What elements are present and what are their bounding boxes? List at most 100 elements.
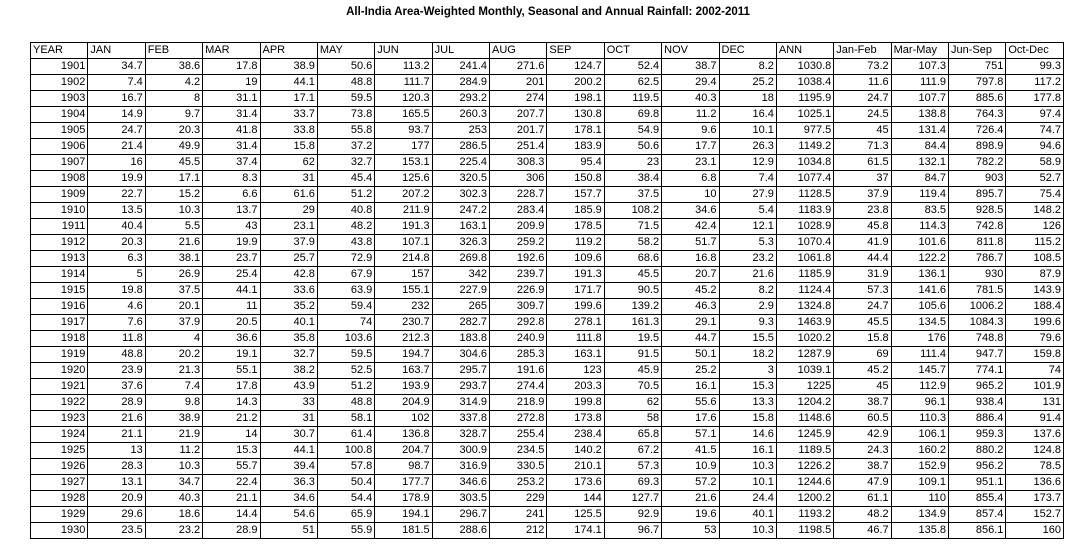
value-cell: 8.2 [718, 282, 777, 299]
value-cell: 930 [947, 266, 1007, 283]
value-cell: 253 [431, 122, 491, 139]
value-cell: 48.8 [316, 74, 376, 91]
value-cell: 10 [661, 186, 720, 203]
value-cell: 29.6 [87, 506, 146, 523]
value-cell: 342 [431, 266, 491, 283]
value-cell: 16.1 [718, 442, 777, 459]
value-cell: 314.9 [431, 394, 491, 411]
value-cell: 57.1 [661, 426, 720, 443]
value-cell: 45 [833, 122, 892, 139]
value-cell: 160 [1005, 522, 1064, 539]
value-cell: 185.9 [546, 202, 605, 219]
value-cell: 278.1 [546, 314, 605, 331]
value-cell: 9.8 [144, 394, 204, 411]
value-cell: 136.8 [374, 426, 433, 443]
value-cell: 22.7 [87, 186, 146, 203]
value-cell: 965.2 [947, 378, 1007, 395]
year-cell: 1911 [29, 218, 89, 235]
value-cell: 131.4 [890, 122, 950, 139]
value-cell: 110.3 [890, 410, 950, 427]
value-cell: 36.6 [202, 330, 261, 347]
value-cell: 165.5 [374, 106, 433, 123]
value-cell: 19.1 [202, 346, 261, 363]
value-cell: 16.7 [87, 90, 146, 107]
year-cell: 1923 [29, 410, 89, 427]
year-cell: 1904 [29, 106, 89, 123]
value-cell: 37.6 [87, 378, 146, 395]
value-cell: 107.1 [374, 234, 433, 251]
value-cell: 928.5 [947, 202, 1007, 219]
value-cell: 132.1 [890, 154, 950, 171]
value-cell: 1148.6 [775, 410, 835, 427]
value-cell: 34.7 [144, 474, 204, 491]
value-cell: 15.8 [259, 138, 318, 155]
value-cell: 97.4 [1005, 106, 1064, 123]
value-cell: 20.3 [87, 234, 146, 251]
value-cell: 55.8 [316, 122, 376, 139]
value-cell: 21.1 [87, 426, 146, 443]
year-cell: 1919 [29, 346, 89, 363]
value-cell: 4 [144, 330, 204, 347]
header-cell: DEC [718, 42, 777, 59]
value-cell: 238.4 [546, 426, 605, 443]
value-cell: 33 [259, 394, 318, 411]
value-cell: 29.4 [661, 74, 720, 91]
header-cell: Jun-Sep [947, 42, 1007, 59]
value-cell: 139.2 [603, 298, 663, 315]
value-cell: 101.9 [1005, 378, 1064, 395]
value-cell: 14.6 [718, 426, 777, 443]
value-cell: 40.4 [87, 218, 146, 235]
value-cell: 253.2 [488, 474, 548, 491]
value-cell: 39.4 [259, 458, 318, 475]
value-cell: 31.4 [202, 106, 261, 123]
value-cell: 35.2 [259, 298, 318, 315]
value-cell: 1204.2 [775, 394, 835, 411]
value-cell: 52.5 [316, 362, 376, 379]
value-cell: 21.6 [144, 234, 204, 251]
value-cell: 13.5 [87, 202, 146, 219]
value-cell: 155.1 [374, 282, 433, 299]
value-cell: 157 [374, 266, 433, 283]
value-cell: 9.6 [661, 122, 720, 139]
value-cell: 178.5 [546, 218, 605, 235]
value-cell: 742.8 [947, 218, 1007, 235]
value-cell: 52.7 [1005, 170, 1064, 187]
value-cell: 42.9 [833, 426, 892, 443]
value-cell: 36.3 [259, 474, 318, 491]
value-cell: 1006.2 [947, 298, 1007, 315]
value-cell: 140.2 [546, 442, 605, 459]
value-cell: 117.2 [1005, 74, 1064, 91]
value-cell: 83.5 [890, 202, 950, 219]
value-cell: 8.3 [202, 170, 261, 187]
value-cell: 1084.3 [947, 314, 1007, 331]
year-cell: 1928 [29, 490, 89, 507]
value-cell: 228.7 [488, 186, 548, 203]
value-cell: 26.3 [718, 138, 777, 155]
value-cell: 141.6 [890, 282, 950, 299]
value-cell: 92.9 [603, 506, 663, 523]
value-cell: 11.2 [144, 442, 204, 459]
value-cell: 54.9 [603, 122, 663, 139]
value-cell: 328.7 [431, 426, 491, 443]
value-cell: 181.5 [374, 522, 433, 539]
value-cell: 84.4 [890, 138, 950, 155]
value-cell: 207.7 [488, 106, 548, 123]
header-cell: SEP [546, 42, 605, 59]
value-cell: 1183.9 [775, 202, 835, 219]
data-row: 1927 13.1 34.7 22.4 36.3 50.4 177.7 346.6 253.2 1… [29, 474, 1064, 491]
value-cell: 16.1 [661, 378, 720, 395]
value-cell: 203.3 [546, 378, 605, 395]
value-cell: 959.3 [947, 426, 1007, 443]
value-cell: 282.7 [431, 314, 491, 331]
value-cell: 855.4 [947, 490, 1007, 507]
value-cell: 37.2 [316, 138, 376, 155]
value-cell: 177 [374, 138, 433, 155]
value-cell: 108.5 [1005, 250, 1064, 267]
value-cell: 157.7 [546, 186, 605, 203]
value-cell: 108.2 [603, 202, 663, 219]
value-cell: 23.5 [87, 522, 146, 539]
value-cell: 199.6 [1005, 314, 1064, 331]
value-cell: 152.7 [1005, 506, 1064, 523]
year-cell: 1918 [29, 330, 89, 347]
value-cell: 44.1 [259, 442, 318, 459]
